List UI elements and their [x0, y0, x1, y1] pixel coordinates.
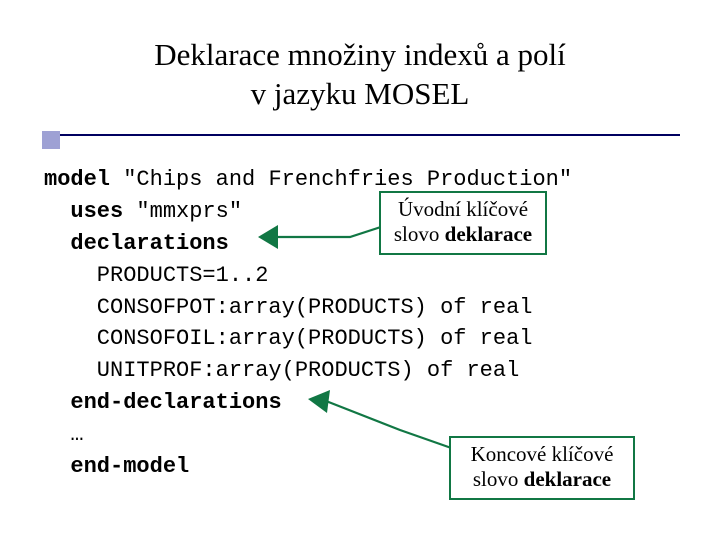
- code-products: PRODUCTS=1..2: [44, 263, 268, 288]
- code-ellipsis: …: [44, 422, 84, 447]
- code-model-name: "Chips and Frenchfries Production": [110, 167, 572, 192]
- code-uses-val: "mmxprs": [123, 199, 242, 224]
- code-consofpot: CONSOFPOT:array(PRODUCTS) of real: [44, 295, 532, 320]
- slide-title: Deklarace množiny indexů a polí v jazyku…: [0, 0, 720, 132]
- kw-uses: uses: [70, 199, 123, 224]
- callout-end: Koncové klíčové slovo deklarace: [449, 436, 635, 500]
- title-underline: [42, 134, 680, 136]
- code-unitprof: UNITPROF:array(PRODUCTS) of real: [44, 358, 519, 383]
- kw-model: model: [44, 167, 110, 192]
- code-consofoil: CONSOFOIL:array(PRODUCTS) of real: [44, 326, 532, 351]
- title-line-1: Deklarace množiny indexů a polí: [0, 36, 720, 75]
- callout-end-line2: slovo deklarace: [461, 467, 623, 492]
- callout-intro-line2: slovo deklarace: [391, 222, 535, 247]
- callout-intro-line1: Úvodní klíčové: [391, 197, 535, 222]
- kw-declarations: declarations: [70, 231, 228, 256]
- kw-end-model: end-model: [70, 454, 189, 479]
- callout-intro: Úvodní klíčové slovo deklarace: [379, 191, 547, 255]
- kw-end-declarations: end-declarations: [70, 390, 281, 415]
- title-accent-square: [42, 131, 60, 149]
- title-line-2: v jazyku MOSEL: [0, 75, 720, 114]
- callout-end-line1: Koncové klíčové: [461, 442, 623, 467]
